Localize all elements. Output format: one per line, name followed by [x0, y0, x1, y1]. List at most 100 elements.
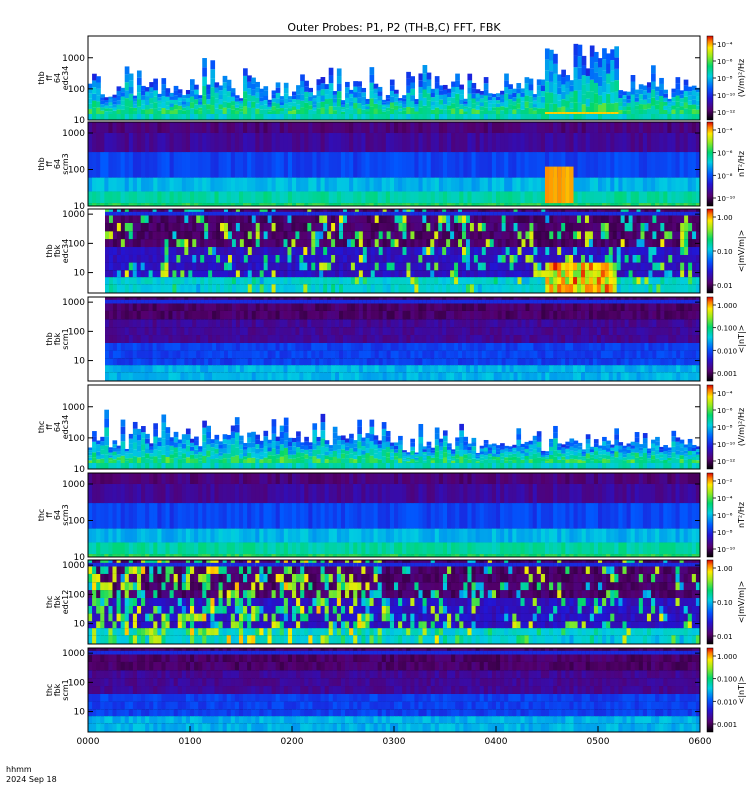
y-tick-label: 1000	[62, 480, 85, 490]
colorbar	[706, 647, 714, 733]
colorbar-tick-label: 10⁻⁶	[717, 58, 733, 66]
y-axis-label: thc fbk edc12	[45, 590, 70, 615]
y-tick-label: 10	[74, 357, 86, 367]
colorbar-tick-label: 10⁻⁶	[717, 407, 733, 415]
y-axis-label-line: ff	[45, 424, 54, 430]
x-tick-label: 0500	[587, 737, 610, 747]
colorbar	[706, 121, 714, 207]
colorbar-tick-label: 0.010	[717, 347, 737, 355]
colorbar	[706, 296, 714, 382]
spectrogram-panel-7: 10 100 1000 thc fbk edc12 0.01 0.10 1.00 <|mV/m|>	[45, 559, 746, 645]
y-tick-label: 1000	[62, 210, 85, 220]
spectrogram-panel-6: 10 100 1000 thc ff 64 scm3 10⁻¹⁰ 10⁻⁸ 10⁻⁶ 10⁻⁴ 10⁻…	[37, 472, 746, 563]
colorbar-label: <|mV/m|>	[737, 230, 746, 273]
time-axis-label-unit: hhmm	[6, 765, 32, 774]
y-tick-label: 100	[68, 165, 85, 175]
y-axis-label-line: ff	[45, 161, 54, 167]
y-axis-label-line: 64	[53, 510, 62, 520]
colorbar-tick-label: 10⁻⁸	[717, 172, 733, 180]
y-tick-label: 1000	[62, 54, 85, 64]
spectrogram-panel-8: 10 100 1000 thc fbk scm1 0.001 0.010 0.100 1.000 <…	[45, 647, 746, 733]
y-axis-label-line: edc34	[61, 415, 70, 440]
colorbar-label: <|nT|>	[737, 676, 746, 705]
colorbar-tick-label: 10⁻¹²	[717, 458, 735, 466]
colorbar-tick-label: 10⁻⁸	[717, 75, 733, 83]
colorbar-tick-label: 10⁻¹⁰	[717, 546, 735, 554]
time-axis-label-date: 2024 Sep 18	[6, 775, 57, 784]
colorbar-tick-label: 10⁻⁶	[717, 512, 733, 520]
colorbar-tick-label: 10⁻¹⁰	[717, 92, 735, 100]
y-axis-label-line: fbk	[53, 595, 62, 608]
panel-frame	[87, 121, 701, 207]
colorbar-tick-label: 10⁻¹⁰	[717, 441, 735, 449]
spectrogram-panel-5: 10 100 1000 thc ff 64 edc34 10⁻¹² 10⁻¹⁰ 10⁻⁸ 10⁻⁶ 1…	[37, 384, 746, 475]
y-tick-label: 100	[68, 327, 85, 337]
colorbar	[706, 384, 714, 470]
y-tick-label: 10	[74, 465, 86, 475]
spectrogram-panel-4: 10 100 1000 thb fbk scm1 0.001 0.010 0.100 1.000 <…	[45, 296, 746, 382]
spectrogram-image	[88, 36, 700, 120]
spectrogram-image	[105, 297, 700, 381]
y-axis-label-line: thc	[45, 596, 54, 609]
y-axis-label: thc ff 64 scm3	[37, 504, 70, 525]
spectrogram-image	[88, 385, 700, 469]
colorbar	[706, 208, 714, 294]
colorbar	[706, 472, 714, 558]
y-axis-label-line: thb	[45, 332, 54, 345]
y-tick-label: 100	[68, 516, 85, 526]
colorbar-tick-label: 0.010	[717, 698, 737, 706]
colorbar-label: nT²/Hz	[737, 502, 746, 528]
y-tick-label: 100	[68, 590, 85, 600]
y-axis-label-line: thc	[37, 421, 46, 434]
y-tick-label: 100	[68, 678, 85, 688]
y-tick-label: 1000	[62, 403, 85, 413]
y-axis-label: thb ff 64 scm3	[37, 153, 70, 174]
panel-frame	[87, 35, 701, 121]
spectrogram-image	[88, 648, 700, 732]
y-axis-label-line: 64	[53, 422, 62, 432]
y-tick-label: 10	[74, 620, 86, 630]
colorbar	[706, 559, 714, 645]
panel-frame	[87, 208, 701, 294]
colorbar-tick-label: 10⁻⁶	[717, 150, 733, 158]
y-axis-label-line: fbk	[53, 683, 62, 696]
y-tick-label: 1000	[62, 649, 85, 659]
panel-frame	[87, 296, 701, 382]
y-tick-label: 10	[74, 269, 86, 279]
colorbar-tick-label: 1.000	[717, 302, 737, 310]
y-axis-label: thc fbk scm1	[45, 679, 70, 700]
colorbar-tick-label: 0.100	[717, 325, 737, 333]
colorbar-tick-label: 10⁻⁴	[717, 495, 733, 503]
y-axis-label: thb fbk scm1	[45, 328, 70, 349]
figure-title: Outer Probes: P1, P2 (TH-B,C) FFT, FBK	[287, 21, 501, 34]
y-tick-label: 10	[74, 202, 86, 212]
y-tick-label: 100	[68, 85, 85, 95]
colorbar-tick-label: 1.000	[717, 653, 737, 661]
x-tick-label: 0300	[383, 737, 406, 747]
y-axis-label-line: 64	[53, 73, 62, 83]
colorbar-tick-label: 1.00	[717, 565, 733, 573]
y-tick-label: 10	[74, 553, 86, 563]
spectrogram-image	[105, 209, 700, 293]
x-tick-label: 0400	[485, 737, 508, 747]
colorbar-tick-label: 0.001	[717, 721, 737, 729]
colorbar-tick-label: 10⁻⁸	[717, 529, 733, 537]
y-axis-label: thb fbk edc34	[45, 239, 70, 264]
y-tick-label: 1000	[62, 129, 85, 139]
y-tick-label: 100	[68, 434, 85, 444]
colorbar-tick-label: 10⁻¹²	[717, 109, 735, 117]
spectrogram-panel-2: 10 100 1000 thb ff 64 scm3 10⁻¹⁰ 10⁻⁸ 10⁻⁶ 10⁻⁴ nT²…	[37, 121, 746, 212]
y-axis-label-line: ff	[45, 75, 54, 81]
x-tick-label: 0000	[77, 737, 100, 747]
y-tick-label: 100	[68, 239, 85, 249]
y-axis-label-line: thb	[37, 71, 46, 84]
spectrogram-image	[88, 473, 700, 557]
colorbar-tick-label: 0.10	[717, 248, 733, 256]
colorbar-label: (V/m)²/Hz	[737, 59, 746, 97]
colorbar-tick-label: 10⁻⁸	[717, 424, 733, 432]
y-tick-label: 10	[74, 708, 86, 718]
panel-frame	[87, 472, 701, 558]
spectrogram-image	[88, 122, 700, 206]
